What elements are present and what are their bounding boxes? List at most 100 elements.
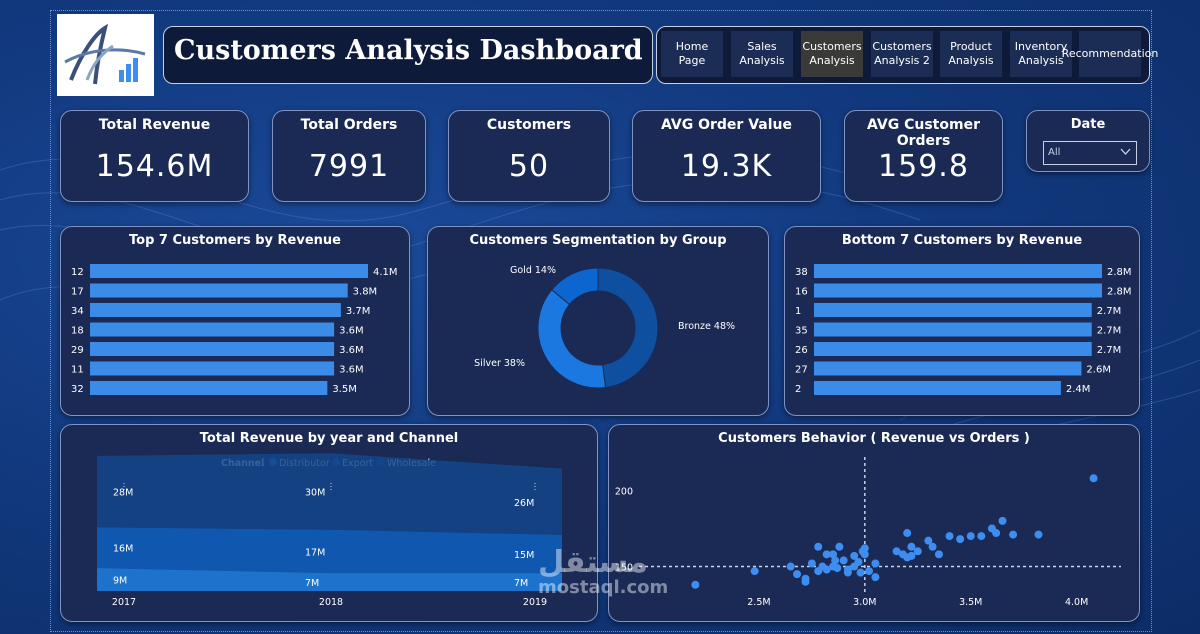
segmentation-panel: Customers Segmentation by Group Bronze 4… xyxy=(427,226,769,416)
data-label: 3.6M xyxy=(339,365,364,376)
scatter-point xyxy=(850,562,859,571)
scatter-point xyxy=(691,580,700,589)
bar xyxy=(814,283,1102,298)
scatter-point xyxy=(871,559,880,568)
scatter-point xyxy=(750,567,759,576)
nav-button-3[interactable]: Customers Analysis xyxy=(801,31,863,77)
data-label: 2.7M xyxy=(1097,345,1122,356)
data-label: 7M xyxy=(514,578,528,589)
nav-button-2[interactable]: Sales Analysis xyxy=(731,31,793,77)
kpi-title: AVG Customer Orders xyxy=(867,117,980,149)
category-label: 1 xyxy=(795,306,801,317)
x-tick-label: 3.5M xyxy=(959,597,982,608)
x-tick-label: 2017 xyxy=(112,597,136,608)
slice-label: Bronze 48% xyxy=(678,321,735,332)
chart-title: Customers Behavior ( Revenue vs Orders ) xyxy=(718,431,1030,446)
data-label: 17M xyxy=(305,547,325,558)
scatter-point xyxy=(1009,530,1018,539)
scatter-point xyxy=(829,550,838,559)
data-label: 2.4M xyxy=(1066,384,1091,395)
date-slicer-title: Date xyxy=(1070,117,1106,132)
bar xyxy=(814,381,1061,395)
scatter-point xyxy=(913,547,922,556)
top-customers-chart: 12 4.1M 17 3.8M 34 3.7M 18 3.6M 29 3.6M 11 3.6M 32 3.… xyxy=(71,264,398,395)
kpi-avg-order-value: AVG Order Value 19.3K xyxy=(632,110,821,202)
donut-slice xyxy=(551,267,599,306)
data-label: 3.8M xyxy=(353,287,378,298)
customer-behavior-chart: 150 200 2.5M 3.0M 3.5M 4.0M xyxy=(615,457,1121,608)
scatter-point xyxy=(924,536,933,545)
slice-label: Gold 14% xyxy=(510,265,556,276)
segmentation-donut-chart: Bronze 48% Silver 38% Gold 14% xyxy=(474,265,735,389)
category-label: 11 xyxy=(71,365,84,376)
nav-button-1[interactable]: Home Page xyxy=(661,31,723,77)
scatter-point xyxy=(1089,474,1098,483)
scatter-point xyxy=(934,550,943,559)
date-dropdown[interactable]: All xyxy=(1043,141,1137,165)
data-label: 2.6M xyxy=(1086,365,1111,376)
bar xyxy=(90,342,335,356)
bar xyxy=(814,342,1092,356)
scatter-point xyxy=(807,559,816,568)
scatter-point xyxy=(814,542,823,551)
scatter-point xyxy=(945,532,954,541)
data-label: 2.8M xyxy=(1107,287,1132,298)
scatter-point xyxy=(977,532,986,541)
date-dropdown-value: All xyxy=(1048,147,1061,158)
data-label: 9M xyxy=(113,576,127,587)
kpi-total-orders: Total Orders 7991 xyxy=(272,110,426,202)
dashboard-title-box: Customers Analysis Dashboard xyxy=(163,26,653,84)
scatter-point xyxy=(903,529,912,538)
scatter-point xyxy=(892,547,901,556)
data-label: 4.1M xyxy=(373,267,398,278)
category-label: 18 xyxy=(71,326,84,337)
chart-title: Top 7 Customers by Revenue xyxy=(129,233,341,248)
nav-button-6[interactable]: Inventory Analysis xyxy=(1010,31,1072,77)
scatter-point xyxy=(829,562,838,571)
dashboard-canvas xyxy=(50,10,1152,632)
slice-label: Silver 38% xyxy=(474,358,525,369)
kpi-title: Total Orders xyxy=(300,117,398,133)
nav-button-5[interactable]: Product Analysis xyxy=(940,31,1002,77)
donut-slice xyxy=(537,289,607,389)
watermark-arabic: مستقل xyxy=(538,545,648,580)
data-label: 30M xyxy=(305,488,325,499)
kpi-value: 7991 xyxy=(308,149,390,184)
category-label: 16 xyxy=(795,287,808,298)
logo xyxy=(57,14,154,96)
scatter-point xyxy=(831,556,840,565)
data-label: 2.7M xyxy=(1097,326,1122,337)
scatter-point xyxy=(793,570,802,579)
category-label: 27 xyxy=(795,365,808,376)
scatter-point xyxy=(928,542,937,551)
nav-button-7[interactable]: Recommendation xyxy=(1062,31,1158,77)
watermark: مستقل mostaql.com xyxy=(538,548,668,598)
scatter-point xyxy=(843,568,852,577)
page-title: Customers Analysis Dashboard xyxy=(174,35,643,66)
date-slicer: Date All xyxy=(1026,110,1150,172)
scatter-point xyxy=(998,516,1007,525)
scatter-point xyxy=(907,551,916,560)
kpi-title: Customers xyxy=(486,117,572,133)
data-label: 28M xyxy=(113,488,133,499)
x-tick-label: 4.0M xyxy=(1065,597,1088,608)
category-label: 26 xyxy=(795,345,808,356)
nav-button-4[interactable]: Customers Analysis 2 xyxy=(871,31,933,77)
x-tick-label: 2019 xyxy=(523,597,547,608)
bar xyxy=(814,264,1102,278)
scatter-point xyxy=(871,573,880,582)
scatter-point xyxy=(856,568,865,577)
scatter-point xyxy=(835,542,844,551)
kpi-title: Total Revenue xyxy=(98,117,211,133)
area-wholesale xyxy=(97,453,562,535)
scatter-point xyxy=(822,565,831,574)
data-label: 7M xyxy=(305,578,319,589)
scatter-point xyxy=(850,551,859,560)
data-label: 3.7M xyxy=(346,306,371,317)
nav-bar: Home Page Sales Analysis Customers Analysi… xyxy=(656,26,1158,84)
kpi-value: 159.8 xyxy=(878,149,969,184)
top-customers-panel: Top 7 Customers by Revenue 12 4.1M 17 3.8M 3… xyxy=(60,226,410,416)
data-label: 26M xyxy=(514,498,534,509)
kpi-avg-customer-orders: AVG Customer Orders 159.8 xyxy=(844,110,1003,202)
category-label: 38 xyxy=(795,267,808,278)
